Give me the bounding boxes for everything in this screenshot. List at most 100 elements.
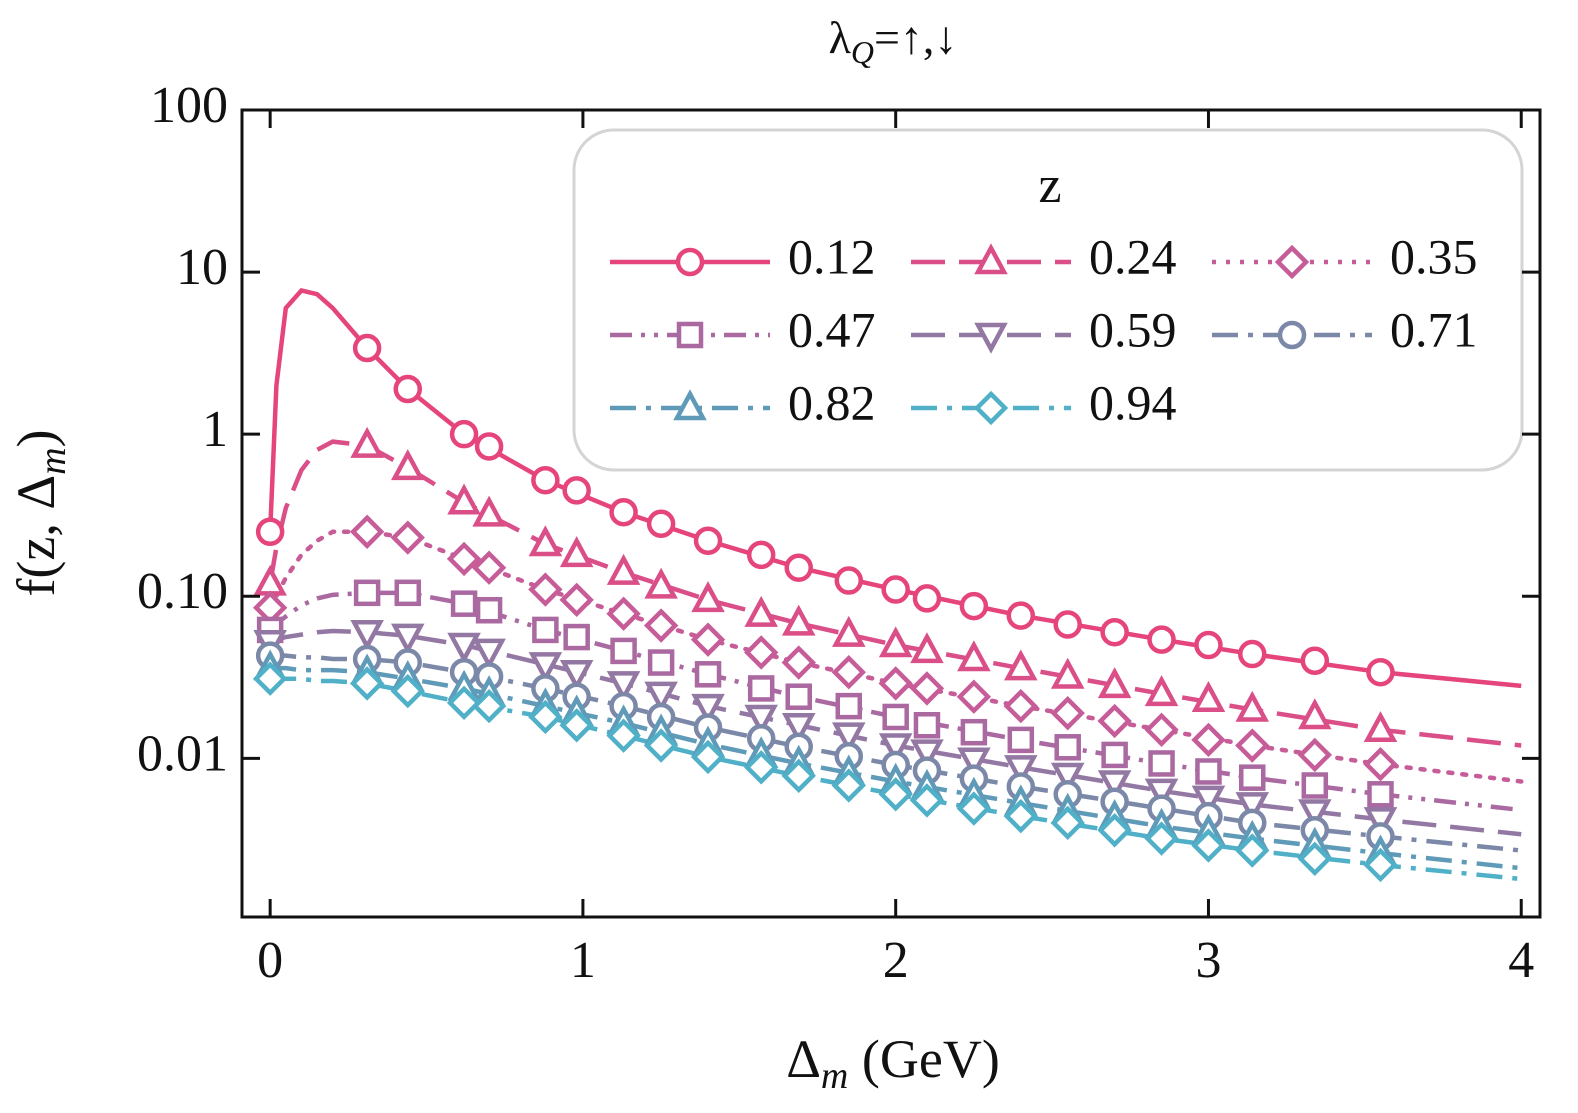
marker: [528, 525, 563, 557]
marker: [643, 728, 679, 763]
marker: [1301, 772, 1329, 799]
marker: [646, 509, 676, 539]
marker: [673, 389, 707, 421]
marker: [528, 572, 563, 607]
marker: [252, 661, 288, 696]
marker: [744, 704, 778, 736]
marker: [1300, 646, 1330, 676]
marker: [446, 541, 482, 577]
marker: [1144, 675, 1179, 707]
marker: [562, 476, 591, 505]
marker: [1007, 726, 1035, 754]
legend-label: 0.35: [1390, 228, 1478, 284]
marker: [606, 671, 641, 703]
marker: [1050, 805, 1085, 841]
y-tick-label: 0.10: [137, 563, 228, 620]
marker: [644, 567, 678, 599]
plot-area: [252, 287, 1524, 883]
marker: [610, 637, 637, 665]
x-axis-label: Δm (GeV): [786, 1029, 1000, 1096]
x-tick-label: 4: [1508, 932, 1534, 989]
legend-label: 0.59: [1089, 301, 1177, 357]
marker: [1003, 798, 1038, 834]
marker: [910, 632, 944, 664]
marker: [255, 517, 285, 547]
marker: [974, 322, 1008, 354]
legend-label: 0.12: [788, 228, 876, 284]
legend-box: [572, 128, 1524, 472]
marker: [1235, 792, 1270, 824]
marker: [1238, 639, 1267, 669]
marker: [1297, 841, 1332, 876]
x-label-text: Δ: [786, 1029, 821, 1089]
marker: [475, 596, 503, 624]
marker: [956, 791, 992, 826]
x-label-subscript: m: [821, 1055, 848, 1097]
marker: [1191, 828, 1226, 863]
marker: [449, 419, 479, 449]
marker: [1363, 747, 1398, 782]
marker: [559, 659, 594, 691]
marker: [676, 321, 704, 349]
marker: [1004, 649, 1038, 681]
marker: [691, 581, 725, 613]
marker: [352, 333, 382, 363]
marker: [693, 526, 723, 556]
marker: [606, 596, 641, 631]
title-text: λ: [829, 12, 852, 63]
marker: [957, 640, 991, 672]
marker: [1100, 617, 1129, 647]
marker: [690, 622, 726, 657]
marker: [528, 652, 563, 684]
y-label-text: ): [6, 429, 66, 447]
marker: [350, 426, 384, 458]
marker: [957, 747, 991, 779]
marker: [1298, 799, 1332, 831]
marker: [1004, 755, 1038, 787]
marker: [532, 616, 559, 644]
marker: [559, 536, 594, 568]
marker: [563, 623, 590, 651]
marker: [785, 683, 812, 710]
marker: [1367, 781, 1394, 808]
marker: [647, 649, 675, 676]
legend-label: 0.24: [1089, 228, 1177, 284]
marker: [472, 638, 506, 670]
marker: [1191, 785, 1226, 817]
marker: [1097, 667, 1132, 699]
marker: [393, 374, 423, 404]
marker: [1235, 728, 1270, 763]
marker: [643, 608, 679, 643]
marker: [974, 243, 1008, 275]
marker: [1191, 680, 1226, 712]
marker: [878, 733, 913, 765]
marker: [781, 758, 816, 794]
marker: [959, 591, 989, 621]
marker: [531, 465, 560, 495]
marker: [1144, 821, 1179, 856]
marker: [834, 566, 864, 595]
marker: [1274, 244, 1310, 280]
marker: [1050, 657, 1085, 689]
marker: [253, 564, 287, 596]
marker: [471, 550, 507, 585]
marker: [744, 750, 779, 785]
marker: [1148, 750, 1175, 777]
marker: [781, 604, 816, 636]
marker: [1097, 813, 1132, 848]
marker: [447, 632, 481, 664]
marker: [559, 582, 594, 618]
legend-title: z: [1038, 157, 1061, 214]
marker: [1144, 712, 1179, 747]
marker: [1006, 601, 1036, 630]
marker: [960, 718, 988, 746]
marker: [973, 390, 1009, 426]
marker: [446, 685, 482, 721]
y-tick-label: 100: [150, 77, 228, 134]
marker: [1363, 847, 1398, 883]
marker: [882, 703, 909, 731]
marker: [691, 693, 725, 725]
marker: [1363, 807, 1398, 839]
marker: [831, 655, 866, 690]
x-tick-label: 2: [883, 932, 909, 989]
